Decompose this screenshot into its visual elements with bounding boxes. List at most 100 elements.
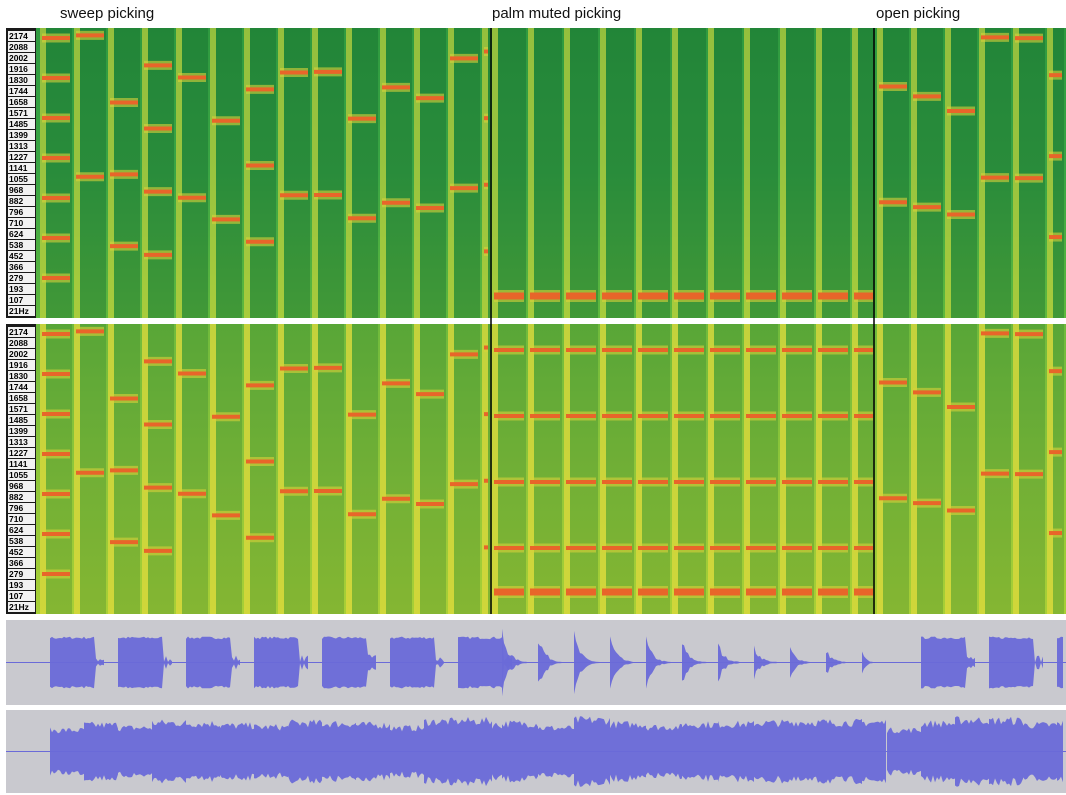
note-attack (564, 324, 570, 614)
waveform (538, 725, 574, 778)
waveform (50, 727, 84, 776)
note-attack (528, 28, 534, 318)
freq-label-box (8, 459, 35, 469)
note-attack (636, 28, 642, 318)
note-decay (420, 324, 446, 614)
waveform (118, 636, 172, 689)
note-attack (346, 28, 352, 318)
freq-label-box (8, 382, 35, 392)
note-attack (278, 28, 284, 318)
freq-label-box (8, 470, 35, 480)
freq-label: 366 (9, 558, 23, 568)
note-decay (883, 324, 909, 614)
waveform (610, 721, 646, 782)
panels: 2174208820021916183017441658157114851399… (6, 28, 1066, 793)
waveform (718, 720, 754, 783)
note-attack (780, 28, 786, 318)
note-decay (883, 28, 909, 318)
note-attack (979, 28, 985, 318)
note-decay (951, 324, 977, 614)
freq-label-box (8, 152, 35, 162)
freq-label-box (8, 349, 35, 359)
waveform (254, 724, 288, 779)
freq-label-box (8, 558, 35, 568)
note-decay (534, 324, 562, 614)
freq-label: 968 (9, 185, 23, 195)
note-decay (148, 324, 174, 614)
freq-label: 2002 (9, 349, 28, 359)
note-attack (911, 28, 917, 318)
note-attack (1013, 324, 1019, 614)
note-decay (750, 324, 778, 614)
freq-label: 1313 (9, 141, 28, 151)
waveform (989, 636, 1043, 689)
note-decay (352, 324, 378, 614)
freq-label: 193 (9, 284, 23, 294)
freq-label-box (8, 306, 35, 316)
freq-label: 1658 (9, 97, 28, 107)
waveform (682, 644, 708, 681)
note-attack (708, 28, 714, 318)
note-attack (142, 324, 148, 614)
note-decay (182, 28, 208, 318)
note-decay (1019, 324, 1045, 614)
waveform (826, 652, 852, 673)
note-decay (250, 324, 276, 614)
freq-label-box (8, 42, 35, 52)
freq-label-box (8, 514, 35, 524)
note-decay (985, 28, 1011, 318)
freq-label: 21Hz (9, 306, 29, 316)
note-attack (852, 324, 858, 614)
note-attack (492, 28, 498, 318)
freq-label: 882 (9, 196, 23, 206)
freq-label: 968 (9, 481, 23, 491)
note-attack (672, 324, 678, 614)
note-attack (312, 28, 318, 318)
waveform (186, 721, 220, 782)
note-decay (917, 324, 943, 614)
freq-label-box (8, 251, 35, 261)
freq-label: 1055 (9, 174, 28, 184)
section-label: sweep picking (60, 5, 154, 22)
freq-label-box (8, 602, 35, 612)
note-decay (534, 28, 562, 318)
note-attack (600, 28, 606, 318)
waveform (220, 722, 254, 781)
freq-label: 107 (9, 295, 23, 305)
note-decay (985, 324, 1011, 614)
note-attack (210, 28, 216, 318)
waveform (989, 716, 1023, 787)
note-attack (278, 324, 284, 614)
freq-label: 2002 (9, 53, 28, 63)
freq-label: 1399 (9, 130, 28, 140)
freq-label-box (8, 163, 35, 173)
freq-label-box (8, 371, 35, 381)
note-attack (672, 28, 678, 318)
note-decay (678, 28, 706, 318)
waveform (790, 647, 816, 678)
freq-label: 1571 (9, 108, 28, 118)
freq-label: 796 (9, 207, 23, 217)
freq-label: 710 (9, 514, 23, 524)
note-attack (564, 28, 570, 318)
note-decay (1053, 324, 1064, 614)
freq-label: 2174 (9, 327, 28, 337)
freq-label: 624 (9, 229, 23, 239)
waveform (682, 721, 718, 782)
freq-label: 2088 (9, 338, 28, 348)
freq-label-box (8, 229, 35, 239)
note-attack (414, 324, 420, 614)
waveform (610, 636, 636, 689)
waveform (458, 636, 512, 689)
note-decay (1053, 28, 1064, 318)
waveform (826, 718, 862, 785)
note-decay (858, 28, 875, 318)
freq-label: 2174 (9, 31, 28, 41)
freq-label-box (8, 240, 35, 250)
freq-label-box (8, 196, 35, 206)
note-decay (420, 28, 446, 318)
freq-label: 279 (9, 569, 23, 579)
freq-label: 107 (9, 591, 23, 601)
waveform (424, 717, 458, 786)
note-decay (822, 28, 850, 318)
